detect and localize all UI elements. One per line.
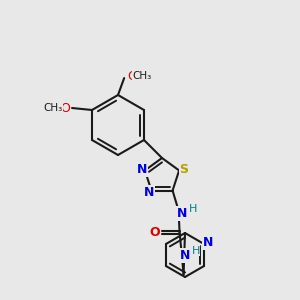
Text: S: S xyxy=(180,163,189,176)
Text: N: N xyxy=(176,207,187,220)
Text: CH₃: CH₃ xyxy=(44,103,63,113)
Text: CH₃: CH₃ xyxy=(133,71,152,81)
Text: N: N xyxy=(179,249,190,262)
Text: H: H xyxy=(188,204,197,214)
Text: N: N xyxy=(203,236,213,250)
Text: O: O xyxy=(127,70,137,83)
Text: O: O xyxy=(149,226,160,239)
Text: H: H xyxy=(191,246,200,256)
Text: N: N xyxy=(137,163,147,176)
Text: N: N xyxy=(144,186,154,199)
Text: O: O xyxy=(60,101,70,115)
